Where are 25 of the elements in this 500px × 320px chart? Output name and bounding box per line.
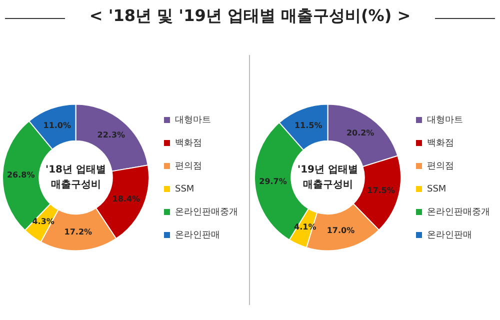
legend-label: 편의점 xyxy=(427,161,454,172)
data-label: 11.5% xyxy=(294,121,322,130)
data-label: 20.2% xyxy=(346,128,374,138)
data-label: 17.5% xyxy=(367,186,395,196)
legend-label: 대형마트 xyxy=(175,115,211,126)
data-label: 26.8% xyxy=(6,170,35,180)
data-label: 18.4% xyxy=(112,194,140,204)
legend-label: 온라인판매중개 xyxy=(175,207,238,218)
legend-label: 백화점 xyxy=(175,138,202,148)
legend-label: 온라인판매 xyxy=(175,230,220,240)
legend-label: 백화점 xyxy=(427,138,454,148)
legend-label: 편의점 xyxy=(175,161,202,172)
data-label: 17.0% xyxy=(326,226,355,235)
data-label: 22.3% xyxy=(97,130,126,140)
legend-label: SSM xyxy=(427,184,446,194)
text: '18년 업태별 매출구성비 xyxy=(46,164,106,191)
legend-label: SSM xyxy=(175,184,194,194)
data-label: 29.7% xyxy=(259,177,287,186)
chart-title: < '18년 및 '19년 업태별 매출구성비(%) > xyxy=(88,6,412,27)
legend-label: 온라인판매 xyxy=(427,230,472,240)
text: '19년 업태별 매출구성비 xyxy=(298,164,358,191)
data-label: 17.2% xyxy=(64,227,92,236)
data-label: 11.0% xyxy=(43,120,72,130)
legend-label: 온라인판매중개 xyxy=(427,207,490,218)
legend-label: 대형마트 xyxy=(427,115,463,126)
